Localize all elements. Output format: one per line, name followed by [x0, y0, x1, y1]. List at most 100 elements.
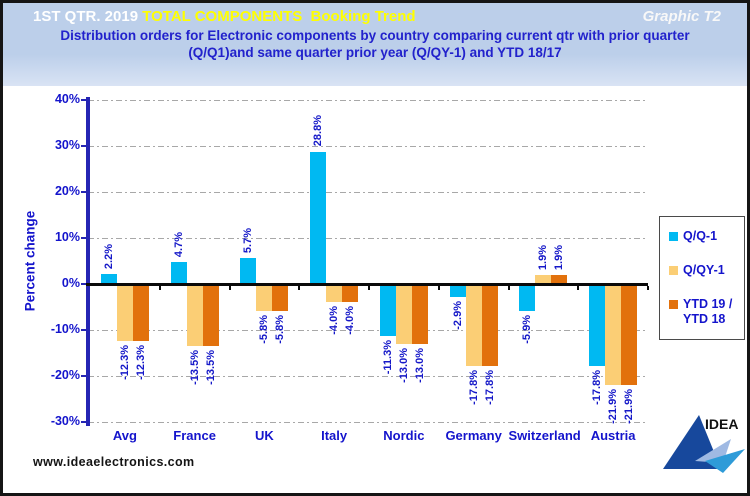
bar	[326, 284, 343, 303]
bar-value-label: -21.9%	[623, 388, 636, 424]
y-axis-label: 30%	[54, 138, 80, 152]
bar-value-label: -4.0%	[344, 306, 357, 336]
y-axis-tick	[81, 99, 90, 101]
x-axis-label: France	[173, 428, 216, 443]
bar	[481, 284, 498, 366]
y-axis-tick	[81, 375, 90, 377]
x-axis-label: UK	[254, 428, 274, 443]
bar-value-label: -17.8%	[467, 369, 480, 405]
gridline	[88, 99, 648, 101]
legend-swatch-ytd-icon	[669, 300, 678, 309]
plot-area: Percent change 40% 30% 20% 10% 0% -10% -20% -30…	[23, 92, 649, 443]
legend-swatch-qq1-icon	[669, 232, 678, 241]
bar	[449, 284, 466, 298]
chart-title: TOTAL COMPONENTS Booking Trend	[142, 8, 416, 25]
y-axis-label: -30%	[50, 414, 80, 428]
bar	[605, 284, 622, 385]
y-axis-label: 0%	[61, 276, 80, 290]
subtitle: Distribution orders for Electronic compo…	[3, 27, 747, 61]
y-axis-tick	[81, 421, 90, 423]
bar-value-label: -13.0%	[397, 347, 410, 383]
y-axis-tick	[81, 191, 90, 193]
y-axis-label: 40%	[54, 92, 80, 106]
bar-value-label: -11.3%	[381, 339, 394, 375]
bar	[202, 284, 219, 347]
subtitle-line2: (Q/Q1)and same quarter prior year (Q/QY-…	[188, 45, 562, 60]
bar	[170, 262, 187, 284]
bar	[256, 284, 273, 311]
y-axis-title: Percent change	[22, 210, 38, 312]
legend-item: Q/Q-1	[669, 229, 737, 244]
logo-triangle-mid-icon	[705, 449, 745, 473]
y-axis-tick	[81, 329, 90, 331]
x-axis-tick	[228, 286, 231, 290]
legend: Q/Q-1 Q/QY-1 YTD 19 / YTD 18	[659, 216, 745, 340]
bar	[411, 284, 428, 344]
y-axis-tick	[81, 237, 90, 239]
bar-value-label: -13.0%	[413, 347, 426, 383]
bar	[535, 275, 552, 284]
legend-label: Q/QY-1	[683, 263, 725, 277]
idea-logo: IDEA	[663, 415, 745, 473]
header: 1ST QTR. 2019 TOTAL COMPONENTS Booking T…	[3, 3, 747, 86]
bar-value-label: -21.9%	[607, 388, 620, 424]
gridline	[88, 329, 648, 331]
website-link[interactable]: www.ideaelectronics.com	[33, 455, 195, 469]
bar-value-label: -12.3%	[134, 344, 147, 380]
bar-value-label: -5.8%	[258, 314, 271, 344]
bar	[589, 284, 606, 366]
logo-text: IDEA	[705, 416, 738, 432]
bar-value-label: -4.0%	[328, 306, 341, 336]
bar	[621, 284, 638, 385]
bar	[240, 257, 257, 284]
bar	[186, 284, 203, 347]
x-axis-tick	[647, 286, 649, 290]
graphic-ref-label: Graphic T2	[642, 8, 721, 25]
x-axis-label: Avg	[112, 428, 137, 443]
gridline	[88, 375, 648, 377]
header-title-row: 1ST QTR. 2019 TOTAL COMPONENTS Booking T…	[3, 3, 747, 25]
y-axis-label: 10%	[54, 230, 80, 244]
bar	[395, 284, 412, 344]
header-left: 1ST QTR. 2019 TOTAL COMPONENTS Booking T…	[33, 8, 416, 25]
bar-value-label: -13.5%	[188, 350, 201, 385]
x-axis-tick	[158, 286, 161, 290]
bar	[272, 284, 289, 311]
bar	[116, 284, 133, 341]
legend-label: Q/Q-1	[683, 229, 718, 243]
x-axis-label: Switzerland	[508, 428, 581, 443]
bar-value-label: -2.9%	[451, 301, 464, 331]
bar	[342, 284, 359, 303]
y-axis-label: -20%	[50, 368, 80, 382]
bar-value-label: -5.9%	[521, 315, 534, 344]
gridline	[88, 421, 648, 423]
bar-value-label: 4.7%	[172, 232, 185, 258]
x-axis-label: Nordic	[383, 428, 425, 443]
y-axis-tick	[81, 145, 90, 147]
x-axis-tick	[368, 286, 370, 290]
bar-value-label: 2.2%	[102, 243, 115, 269]
bar-value-label: 1.9%	[537, 245, 550, 271]
x-axis-label: Germany	[445, 428, 502, 443]
bar	[519, 284, 536, 312]
legend-swatch-qqy1-icon	[669, 266, 678, 275]
x-axis-tick	[507, 286, 510, 290]
bar	[465, 284, 482, 366]
bar-value-label: -13.5%	[204, 350, 217, 385]
bar-value-label: 1.9%	[553, 245, 566, 271]
bar-value-label: -5.8%	[274, 314, 287, 344]
bar	[132, 284, 149, 341]
bar	[551, 275, 568, 284]
legend-item: Q/QY-1	[669, 263, 737, 278]
x-axis-tick	[437, 286, 440, 290]
y-axis-tick	[81, 283, 90, 285]
bar-value-label: -17.8%	[483, 369, 496, 405]
gridline	[88, 237, 648, 239]
zero-axis-line	[86, 282, 648, 286]
bar-value-label: -17.8%	[591, 369, 604, 405]
x-axis-tick	[577, 286, 580, 290]
bar	[100, 273, 117, 284]
bar	[379, 284, 396, 336]
bar-value-label: 5.7%	[242, 227, 255, 253]
